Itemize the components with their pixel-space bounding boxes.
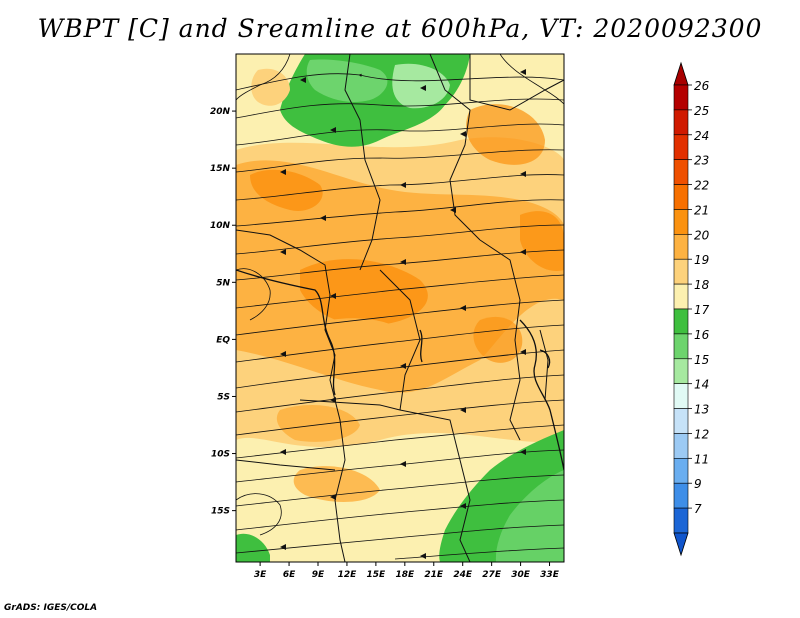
y-tick-label: 15N xyxy=(210,164,231,174)
country-borders xyxy=(236,54,564,562)
y-tick-label: 10S xyxy=(211,450,230,460)
colorbar-swatch xyxy=(673,184,689,210)
field-20-21-d xyxy=(293,466,380,502)
colorbar-swatch xyxy=(673,507,689,534)
y-tick-label: 5N xyxy=(216,278,230,288)
colorbar-label: 19 xyxy=(694,253,709,267)
colorbar-top-arrow xyxy=(673,61,689,86)
colorbar-swatch xyxy=(673,308,689,335)
colorbar-label: 20 xyxy=(694,228,710,242)
field-21-22-b xyxy=(300,259,428,326)
colorbar-swatch xyxy=(673,283,689,310)
x-tick-label: 27E xyxy=(482,570,502,580)
field-16-17-se xyxy=(495,470,564,562)
map-field xyxy=(236,54,564,562)
x-tick-label: 24E xyxy=(453,570,473,580)
field-21-22-c xyxy=(466,104,545,165)
field-17-18-sw xyxy=(236,533,270,562)
colorbar-swatch xyxy=(673,433,689,459)
colorbar: 26 25 24 23 22 21 20 19 18 17 16 15 14 13 12 11 9 7 xyxy=(673,61,710,557)
colorbar-label: 24 xyxy=(694,129,709,143)
x-tick-label: 15E xyxy=(367,570,387,580)
field-16-17-north-a xyxy=(306,59,388,102)
colorbar-bottom-arrow xyxy=(673,532,689,557)
colorbar-swatch xyxy=(673,258,689,285)
colorbar-swatch xyxy=(673,408,689,434)
plot-frame xyxy=(235,53,565,563)
y-axis: 20N 15N 10N 5N EQ 5S 10S 15S xyxy=(210,107,236,517)
colorbar-swatch xyxy=(673,84,689,111)
chart-title: WBPT [C] and Sreamline at 600hPa, VT: 20… xyxy=(37,14,763,43)
x-axis: 3E 6E 9E 12E 15E 18E 21E 24E 27E 30E 33E xyxy=(254,562,560,580)
x-tick-label: 18E xyxy=(395,570,415,580)
y-tick-label: 15S xyxy=(211,507,230,517)
colorbar-swatch xyxy=(673,482,689,509)
y-tick-label: 10N xyxy=(210,221,231,231)
field-21-22-a xyxy=(250,169,323,211)
x-tick-label: 3E xyxy=(254,570,267,580)
colorbar-label: 11 xyxy=(694,452,709,466)
colorbar-swatch xyxy=(673,209,689,235)
colorbar-label: 26 xyxy=(694,79,710,93)
colorbar-swatch xyxy=(673,134,689,160)
colorbar-label: 15 xyxy=(694,353,709,367)
x-tick-label: 33E xyxy=(540,570,560,580)
colorbar-label: 21 xyxy=(694,203,709,217)
colorbar-swatch xyxy=(673,109,689,136)
field-19-20-nw xyxy=(251,68,290,106)
field-20-21-b xyxy=(328,318,410,361)
colorbar-label: 25 xyxy=(694,104,709,118)
colorbar-label: 12 xyxy=(694,427,709,441)
colorbar-label: 14 xyxy=(694,378,709,392)
x-tick-label: 21E xyxy=(424,570,444,580)
x-tick-label: 6E xyxy=(283,570,296,580)
colorbar-swatch xyxy=(673,234,689,260)
colorbar-label: 16 xyxy=(694,328,710,342)
colorbar-label: 23 xyxy=(694,154,709,168)
x-tick-label: 12E xyxy=(338,570,358,580)
colorbar-swatch xyxy=(673,358,689,384)
colorbar-swatch xyxy=(673,383,689,409)
colorbar-label: 13 xyxy=(694,403,709,417)
colorbar-label: 9 xyxy=(694,477,702,491)
colorbar-label: 18 xyxy=(694,278,710,292)
colorbar-label: 22 xyxy=(694,179,709,193)
colorbar-label: 17 xyxy=(694,303,710,317)
field-20-21-c xyxy=(276,405,360,442)
colorbar-swatch xyxy=(673,333,689,360)
colorbar-swatch xyxy=(673,458,689,484)
coastlines xyxy=(236,269,564,471)
streamlines xyxy=(236,54,564,560)
colorbar-label: 7 xyxy=(694,502,702,516)
x-tick-label: 9E xyxy=(312,570,325,580)
field-21-22-e xyxy=(473,316,523,363)
field-15-16-north xyxy=(392,63,450,109)
y-tick-label: 5S xyxy=(217,392,230,402)
colorbar-swatch xyxy=(673,159,689,185)
x-tick-label: 30E xyxy=(511,570,531,580)
y-tick-label: EQ xyxy=(216,335,230,345)
streamline-arrows xyxy=(280,69,526,559)
credit-text: GrADS: IGES/COLA xyxy=(4,603,98,613)
y-tick-label: 20N xyxy=(210,107,231,117)
